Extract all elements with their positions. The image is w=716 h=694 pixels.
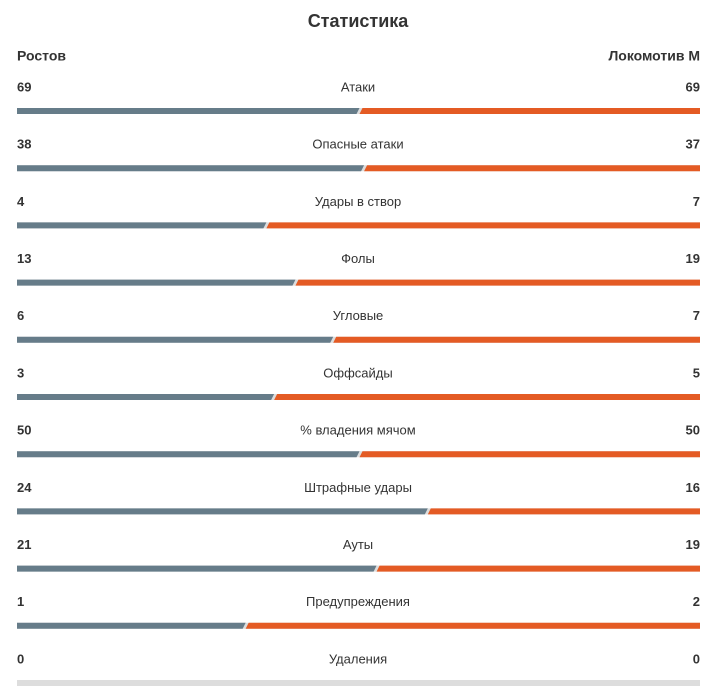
home-bar [17,279,296,286]
home-value: 6 [17,308,24,323]
away-team: Локомотив М [608,48,700,64]
home-team: Ростов [17,48,66,64]
home-value: 13 [17,251,31,266]
away-bar [333,336,700,343]
stat-label: Угловые [333,308,384,323]
stat-label: Фолы [341,251,375,266]
home-bar [17,451,360,458]
stat-label: Удаления [329,651,387,666]
away-value: 5 [693,365,700,380]
home-bar [17,165,365,172]
stat-label: Атаки [341,79,375,94]
bar-track [17,451,700,458]
home-value: 69 [17,79,31,94]
away-bar [376,565,700,572]
stat-label: Оффсайды [323,365,392,380]
home-value: 4 [17,194,25,209]
away-value: 2 [693,594,700,609]
stat-label: % владения мячом [300,423,415,438]
bar-track [17,680,700,686]
title: Статистика [308,11,410,31]
stat-label: Опасные атаки [312,137,403,152]
away-value: 16 [686,480,700,495]
home-value: 24 [17,480,32,495]
away-value: 0 [693,651,700,666]
stat-label: Удары в створ [315,194,401,209]
stat-label: Предупреждения [306,594,410,609]
away-value: 7 [693,308,700,323]
away-value: 69 [686,79,700,94]
away-value: 37 [686,137,700,152]
stat-label: Ауты [343,537,373,552]
away-bar [359,108,700,114]
home-bar [17,336,334,343]
home-value: 50 [17,423,31,438]
home-bar [17,108,360,114]
away-bar [295,279,700,286]
away-bar [359,451,700,458]
away-bar [266,222,700,229]
home-bar [17,565,377,572]
stat-label: Штрафные удары [304,480,412,495]
away-bar [364,165,700,172]
home-bar [17,508,428,515]
home-value: 0 [17,651,24,666]
home-value: 1 [17,594,24,609]
away-value: 50 [686,423,700,438]
home-value: 38 [17,137,31,152]
home-bar [17,394,275,400]
home-value: 3 [17,365,24,380]
away-value: 19 [686,251,700,266]
bar-track [17,108,700,114]
away-value: 19 [686,537,700,552]
home-bar [17,622,246,629]
away-value: 7 [693,194,700,209]
home-value: 21 [17,537,31,552]
home-bar [17,222,267,229]
away-bar [245,622,700,629]
away-bar [274,394,700,400]
away-bar [427,508,700,515]
